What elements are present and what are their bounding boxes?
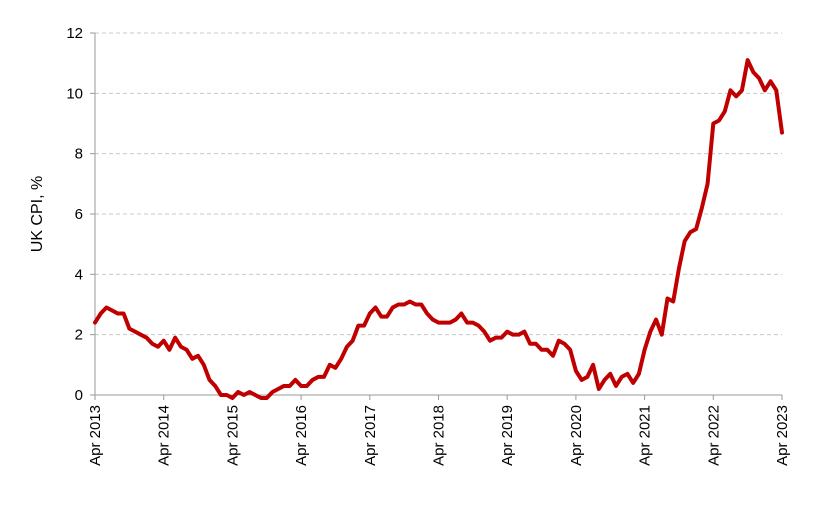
y-tick-label: 8 [75, 146, 83, 163]
x-tick-label: Apr 2013 [87, 405, 104, 466]
y-tick-label: 12 [66, 25, 83, 42]
series [93, 58, 784, 401]
x-tick-label: Apr 2020 [568, 405, 585, 466]
y-tick-labels: 0 2 4 6 8 10 12 [66, 25, 83, 404]
cpi-series-line [93, 58, 784, 401]
y-axis-title: UK CPI, % [29, 176, 46, 252]
y-tick-label: 0 [75, 387, 83, 404]
x-tick-label: Apr 2023 [774, 405, 791, 466]
y-tick-label: 10 [66, 85, 83, 102]
y-tick-label: 6 [75, 206, 83, 223]
x-tick-label: Apr 2022 [705, 405, 722, 466]
x-tick-label: Apr 2017 [362, 405, 379, 466]
x-tick-label: Apr 2018 [431, 405, 448, 466]
x-tick-label: Apr 2019 [499, 405, 516, 466]
gridlines [95, 32, 782, 336]
x-tick-label: Apr 2014 [156, 405, 173, 466]
x-tick-label: Apr 2016 [293, 405, 310, 466]
y-tick-label: 4 [75, 266, 83, 283]
x-tick-label: Apr 2021 [637, 405, 654, 466]
y-tick-label: 2 [75, 327, 83, 344]
x-tick-labels: Apr 2013 Apr 2014 Apr 2015 Apr 2016 Apr 2017… [87, 405, 791, 466]
x-tick-label: Apr 2015 [224, 405, 241, 466]
axes [90, 32, 783, 400]
